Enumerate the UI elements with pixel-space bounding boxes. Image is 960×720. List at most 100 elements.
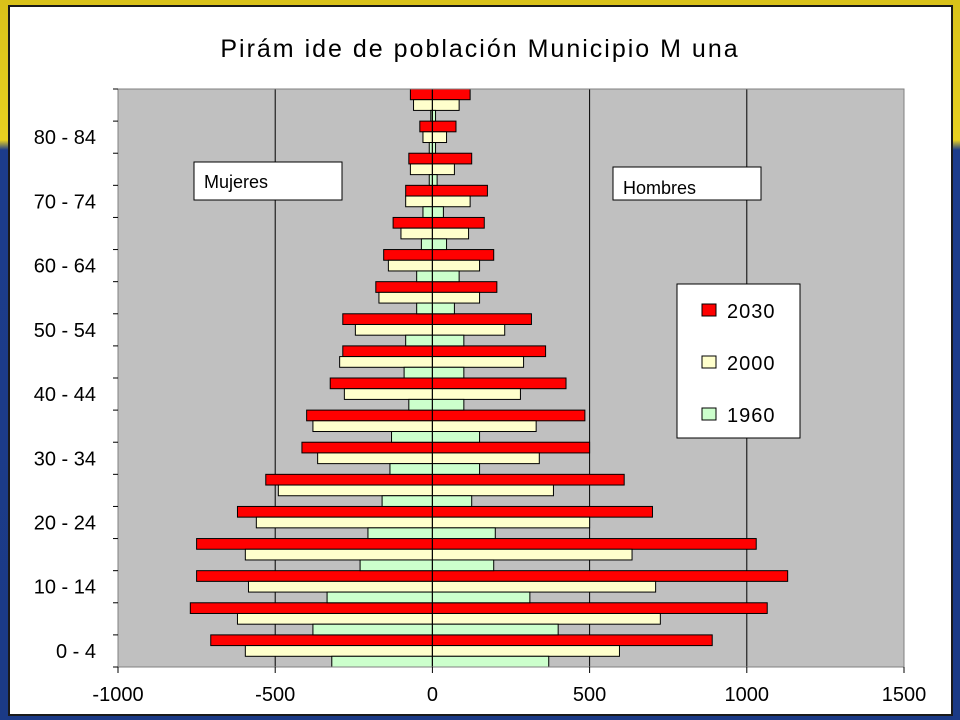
bar-hombres-2000-70-74: [431, 195, 471, 208]
bar-mujeres-2000-55-59: [378, 291, 433, 304]
bar-mujeres-2030-40-44: [329, 377, 433, 390]
bar-mujeres-1960-10-14: [326, 591, 433, 604]
bar-hombres-2000-25-29: [431, 484, 554, 497]
bar-hombres-2030-60-64: [431, 249, 495, 261]
bar-hombres-2030-30-34: [431, 441, 591, 454]
bar-hombres-2030-85+: [431, 88, 471, 101]
bar-hombres-2030-55-59: [431, 281, 498, 293]
bar-hombres-1960-60-64: [431, 270, 460, 283]
legend-box: [676, 283, 801, 439]
bar-hombres-1960-75-79: [431, 174, 438, 186]
bar-mujeres-2000-70-74: [405, 195, 433, 208]
bar-hombres-2000-45-49: [431, 356, 525, 368]
bar-mujeres-1960-20-24: [367, 527, 433, 540]
bar-hombres-1960-25-29: [431, 495, 473, 507]
annotation-mujeres-label: Mujeres: [204, 172, 268, 192]
bar-hombres-1960-20-24: [431, 527, 496, 540]
bar-mujeres-2000-25-29: [277, 484, 433, 497]
bar-hombres-1960-40-44: [431, 398, 465, 411]
bar-hombres-2030-40-44: [431, 377, 567, 390]
bar-mujeres-1960-35-39: [391, 431, 433, 443]
bar-mujeres-2030-85+: [409, 88, 433, 101]
bar-mujeres-2000-30-34: [317, 452, 433, 465]
legend-label-1960: 1960: [727, 405, 776, 427]
bar-mujeres-1960-55-59: [416, 302, 433, 315]
y-tick-label: 40 - 44: [34, 384, 96, 406]
bar-mujeres-2030-15-19: [196, 538, 433, 550]
bar-hombres-2000-35-39: [431, 420, 537, 433]
bar-hombres-2000-55-59: [431, 291, 481, 304]
bar-hombres-2030-10-14: [431, 570, 789, 582]
y-tick-label: 10 - 14: [34, 577, 96, 599]
x-tick-label: 500: [573, 684, 606, 706]
bar-hombres-1960-55-59: [431, 302, 455, 315]
bar-hombres-2030-80-84: [431, 120, 457, 133]
bar-mujeres-1960-15-19: [359, 559, 433, 572]
bar-hombres-2000-10-14: [431, 580, 657, 593]
bar-mujeres-2030-10-14: [196, 570, 433, 582]
bar-mujeres-1960-0-4: [331, 655, 433, 668]
legend-swatch-1960: [701, 407, 717, 421]
bar-hombres-2030-15-19: [431, 538, 757, 550]
bar-hombres-2030-65-69: [431, 216, 485, 229]
bar-hombres-1960-30-34: [431, 463, 481, 475]
legend-swatch-2000: [701, 355, 717, 369]
bar-hombres-2000-15-19: [431, 548, 633, 561]
bar-hombres-2000-65-69: [431, 227, 470, 240]
bar-hombres-2030-75-79: [431, 152, 473, 165]
bar-hombres-2030-45-49: [431, 345, 547, 358]
bar-mujeres-2000-85+: [413, 99, 433, 111]
legend-label-2030: 2030: [727, 301, 776, 323]
bar-hombres-2030-20-24: [431, 505, 653, 518]
x-tick-label: 1000: [725, 684, 770, 706]
bar-mujeres-2000-50-54: [354, 323, 433, 336]
bar-hombres-2000-30-34: [431, 452, 540, 465]
y-tick-label: 60 - 64: [34, 256, 96, 278]
bar-mujeres-2030-80-84: [419, 120, 433, 133]
bar-hombres-2030-25-29: [431, 473, 625, 486]
bar-mujeres-1960-25-29: [381, 495, 433, 507]
bar-mujeres-2030-50-54: [342, 313, 433, 325]
bar-mujeres-1960-60-64: [416, 270, 433, 283]
slide: Pirám ide de población Municipio M una -…: [8, 5, 953, 716]
bar-mujeres-2030-45-49: [342, 345, 433, 358]
bar-mujeres-2030-0-4: [210, 634, 433, 647]
bar-hombres-1960-5-9: [431, 623, 559, 636]
bar-mujeres-2000-65-69: [400, 227, 433, 240]
bar-hombres-2030-50-54: [431, 313, 532, 325]
bar-mujeres-2000-10-14: [247, 580, 433, 593]
bar-mujeres-2030-20-24: [236, 505, 433, 518]
bar-hombres-2030-70-74: [431, 184, 488, 197]
bar-hombres-2000-0-4: [431, 645, 620, 657]
annotation-hombres: Hombres: [612, 166, 762, 201]
annotation-mujeres: Mujeres: [193, 161, 343, 201]
bar-hombres-2030-0-4: [431, 634, 713, 647]
bar-hombres-1960-50-54: [431, 334, 465, 347]
bar-hombres-1960-0-4: [431, 655, 550, 668]
bar-hombres-1960-70-74: [431, 206, 444, 218]
bar-mujeres-2000-15-19: [244, 548, 433, 561]
bar-hombres-1960-10-14: [431, 591, 531, 604]
bar-hombres-2000-50-54: [431, 323, 506, 336]
bar-mujeres-2000-5-9: [236, 612, 433, 625]
bar-hombres-1960-35-39: [431, 431, 481, 443]
bar-mujeres-2030-60-64: [383, 249, 433, 261]
bar-mujeres-2000-80-84: [422, 131, 433, 144]
bar-mujeres-1960-30-34: [389, 463, 433, 475]
bar-hombres-2030-35-39: [431, 409, 586, 422]
annotation-hombres-label: Hombres: [623, 178, 696, 198]
bar-hombres-2030-5-9: [431, 602, 768, 614]
bar-hombres-2000-80-84: [431, 131, 448, 144]
bar-mujeres-2000-75-79: [409, 163, 433, 176]
bar-mujeres-2030-70-74: [405, 184, 433, 197]
x-tick-label: 1500: [882, 684, 927, 706]
bar-mujeres-1960-5-9: [312, 623, 433, 636]
bar-hombres-2000-20-24: [431, 516, 591, 529]
population-pyramid-chart: Pirám ide de población Municipio M una -…: [34, 35, 927, 706]
y-axis-ticks: 0 - 4 10 - 14 20 - 24 30 - 34 40 - 44 50 - 54…: [34, 88, 118, 668]
bar-mujeres-1960-45-49: [403, 366, 433, 379]
bar-mujeres-2030-30-34: [301, 441, 433, 454]
legend-label-2000: 2000: [727, 353, 776, 375]
bar-hombres-2000-40-44: [431, 388, 521, 400]
bar-hombres-2000-60-64: [431, 259, 481, 272]
